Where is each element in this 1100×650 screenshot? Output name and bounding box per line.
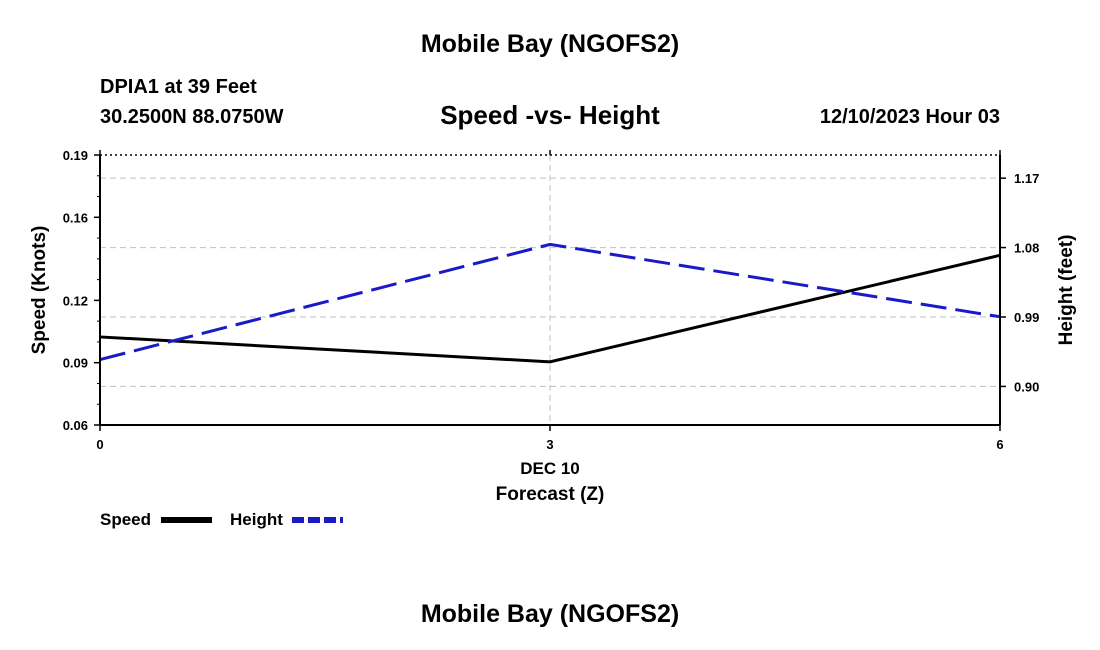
forecast-datetime: 12/10/2023 Hour 03 <box>819 106 1000 128</box>
y2-tick-label-1: 0.99 <box>1014 310 1039 325</box>
y2-axis-label: Height (feet) <box>1056 235 1077 346</box>
x-tick-label-0: 0 <box>96 437 103 452</box>
x-axis-label: Forecast (Z) <box>496 484 605 505</box>
tick-layer: 0.06 0.09 0.12 0.16 0.19 0.90 0.99 1.08 1.17 0 3 6 <box>63 148 1040 452</box>
y2-tick-label-3: 1.17 <box>1014 171 1039 186</box>
x-tick-label-1: 3 <box>546 437 553 452</box>
y-axis-label: Speed (Knots) <box>29 226 50 355</box>
legend-speed-label: Speed <box>100 510 151 529</box>
page-title-bottom: Mobile Bay (NGOFS2) <box>420 600 680 628</box>
series-line-speed <box>99 253 1001 364</box>
y-tick-label-4: 0.19 <box>63 148 88 163</box>
series-line-height <box>99 242 1001 362</box>
series-layer <box>99 242 1001 364</box>
x-tick-label-2: 6 <box>996 437 1003 452</box>
y-tick-label-1: 0.09 <box>63 356 88 371</box>
y-tick-label-3: 0.16 <box>63 210 88 225</box>
legend-height-label: Height <box>230 510 283 529</box>
chart-subtitle: Speed -vs- Height <box>440 100 660 130</box>
grid-layer <box>100 155 1000 425</box>
station-label: DPIA1 at 39 Feet <box>100 76 257 98</box>
x-date-label: DEC 10 <box>520 459 580 478</box>
y-tick-label-2: 0.12 <box>63 293 88 308</box>
station-coords: 30.2500N 88.0750W <box>100 106 284 128</box>
y2-tick-label-2: 1.08 <box>1014 241 1039 256</box>
y2-tick-label-0: 0.90 <box>1014 379 1039 394</box>
y-tick-label-0: 0.06 <box>63 418 88 433</box>
page-title-top: Mobile Bay (NGOFS2) <box>420 30 680 58</box>
